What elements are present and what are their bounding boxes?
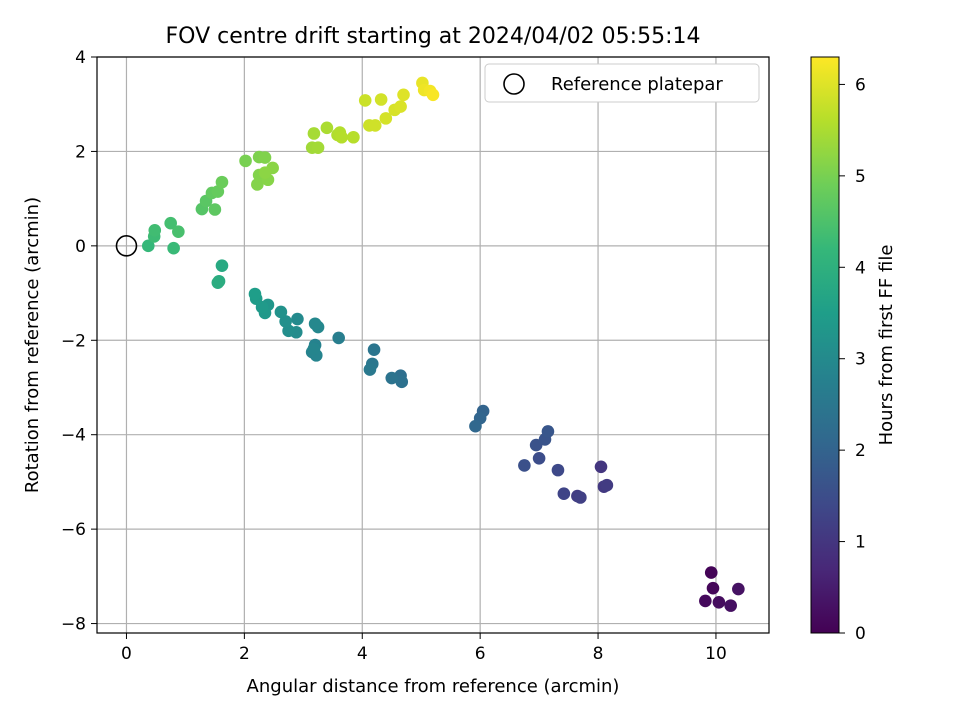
data-point <box>291 312 304 326</box>
data-point <box>712 596 726 609</box>
data-point <box>368 119 382 132</box>
y-tick-label: 2 <box>75 142 86 162</box>
data-point <box>208 203 222 216</box>
data-point <box>258 151 272 164</box>
data-point <box>358 94 372 107</box>
data-point <box>724 599 737 612</box>
legend-box <box>484 63 760 103</box>
data-point <box>311 141 325 154</box>
legend-marker <box>503 73 525 95</box>
data-point <box>307 127 321 140</box>
data-point <box>367 343 381 357</box>
data-point <box>258 166 272 179</box>
data-point <box>211 276 225 289</box>
data-point <box>732 582 745 596</box>
x-tick-label: 8 <box>593 644 604 664</box>
colorbar: 0 1 2 3 4 5 6 Hours from first FF file <box>810 56 897 644</box>
legend: Reference platepar <box>484 63 760 103</box>
colorbar-tick-label: 5 <box>855 167 866 187</box>
y-tick-label: 0 <box>75 237 86 257</box>
x-axis-label: Angular distance from reference (arcmin) <box>247 676 620 697</box>
data-point <box>551 463 565 477</box>
x-tick-label: 4 <box>357 644 368 664</box>
data-point <box>215 175 229 189</box>
data-point <box>574 491 587 504</box>
colorbar-tick-label: 1 <box>855 533 866 553</box>
data-point <box>215 259 229 272</box>
data-point <box>469 419 482 433</box>
y-tick-label: −8 <box>61 615 86 635</box>
colorbar-label: Hours from first FF file <box>876 245 897 446</box>
data-point <box>600 478 614 492</box>
chart-title: FOV centre drift starting at 2024/04/02 … <box>166 24 701 49</box>
y-tick-label: −4 <box>61 426 86 446</box>
data-point <box>363 363 377 376</box>
data-point <box>211 185 225 198</box>
y-axis-label: Rotation from reference (arcmin) <box>22 197 43 493</box>
x-tick-label: 10 <box>705 644 727 664</box>
x-tick-label: 6 <box>475 644 486 664</box>
data-point <box>379 112 393 125</box>
data-point <box>385 371 399 385</box>
colorbar-frame <box>810 56 840 634</box>
data-point <box>397 88 410 102</box>
y-tick-label: 4 <box>75 48 86 68</box>
data-point <box>706 581 720 595</box>
data-point <box>704 566 718 579</box>
data-point <box>394 100 407 113</box>
data-point <box>374 93 388 106</box>
data-point <box>148 223 162 237</box>
data-point <box>248 287 262 301</box>
legend-label: Reference platepar <box>551 74 723 95</box>
y-tick-label: −2 <box>61 331 86 351</box>
colorbar-tick-label: 4 <box>855 258 866 278</box>
x-tick-label: 2 <box>239 644 250 664</box>
data-point <box>308 317 322 331</box>
data-point <box>164 216 177 230</box>
y-tick-label: −6 <box>61 520 86 540</box>
data-points <box>141 76 745 612</box>
colorbar-tick-label: 0 <box>855 624 866 644</box>
reference-platepar-marker <box>115 235 138 257</box>
data-point <box>594 460 608 474</box>
data-point <box>172 225 185 238</box>
data-point <box>239 154 252 168</box>
data-point <box>347 130 360 144</box>
colorbar-tick-label: 2 <box>855 441 866 461</box>
data-point <box>332 331 345 345</box>
plot-frame <box>96 56 770 634</box>
data-point <box>307 342 321 356</box>
data-point <box>167 241 180 255</box>
data-point <box>320 121 334 135</box>
y-axis-ticks: −8 −6 −4 −2 0 2 4 <box>61 48 97 635</box>
data-point <box>279 315 292 328</box>
colorbar-ticks: 0 1 2 3 4 5 6 <box>839 75 866 644</box>
data-point <box>557 487 571 501</box>
colorbar-tick-label: 3 <box>855 350 866 370</box>
data-point <box>141 239 155 253</box>
data-point <box>395 375 409 389</box>
x-axis-ticks: 0 2 4 6 8 10 <box>121 633 727 664</box>
data-point <box>335 130 348 144</box>
colorbar-tick-label: 6 <box>855 75 866 95</box>
data-point <box>699 594 712 608</box>
colorbar-gradient <box>811 57 839 633</box>
data-point <box>532 452 546 465</box>
data-point <box>518 459 531 472</box>
data-point <box>541 425 555 438</box>
data-point <box>274 305 288 319</box>
x-tick-label: 0 <box>121 644 132 664</box>
grid-lines <box>97 56 769 633</box>
data-point <box>426 88 440 102</box>
data-point <box>251 178 264 191</box>
